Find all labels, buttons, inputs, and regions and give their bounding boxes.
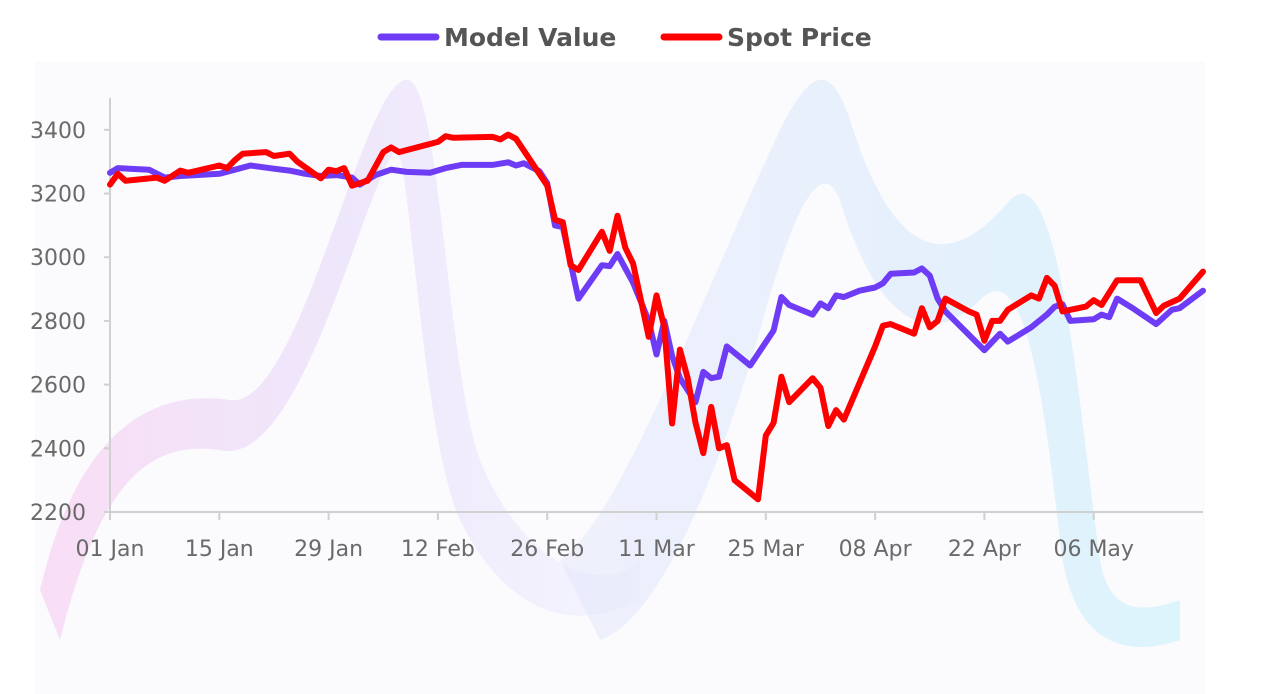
x-tick-label: 11 Mar xyxy=(618,537,695,562)
x-tick-label: 25 Mar xyxy=(728,537,805,562)
y-tick-label: 2600 xyxy=(30,374,86,399)
y-tick-label: 2400 xyxy=(30,437,86,462)
wave-decoration-blue xyxy=(560,79,1180,647)
x-tick-label: 01 Jan xyxy=(76,537,145,562)
x-tick-group: 01 Jan 15 Jan 29 Jan 12 Feb 26 Feb 11 Mar 25 M… xyxy=(76,512,1134,562)
y-tick-label: 3200 xyxy=(30,183,86,208)
wave-decoration-pink xyxy=(40,79,640,640)
legend: Model Value Spot Price xyxy=(377,23,872,52)
x-tick-label: 12 Feb xyxy=(401,537,475,562)
y-tick-label: 2200 xyxy=(30,501,86,526)
legend-label-spot-price: Spot Price xyxy=(727,23,872,52)
x-tick-label: 15 Jan xyxy=(185,537,254,562)
series-line-spot-price xyxy=(107,131,1206,503)
x-tick-label: 29 Jan xyxy=(294,537,363,562)
x-tick-label: 22 Apr xyxy=(948,537,1022,562)
background-decoration xyxy=(35,62,1205,694)
y-tick-label: 2800 xyxy=(30,310,86,335)
series-lines xyxy=(107,131,1206,503)
legend-label-model-value: Model Value xyxy=(444,23,616,52)
x-tick-label: 06 May xyxy=(1053,537,1133,562)
x-tick-label: 08 Apr xyxy=(839,537,913,562)
axes: 2200 2400 2600 2800 3000 3200 3400 01 Jan 15 Ja… xyxy=(30,98,1203,562)
y-tick-label: 3400 xyxy=(30,119,86,144)
y-tick-label: 3000 xyxy=(30,246,86,271)
x-tick-label: 26 Feb xyxy=(510,537,584,562)
y-tick-group: 2200 2400 2600 2800 3000 3200 3400 xyxy=(30,119,110,526)
